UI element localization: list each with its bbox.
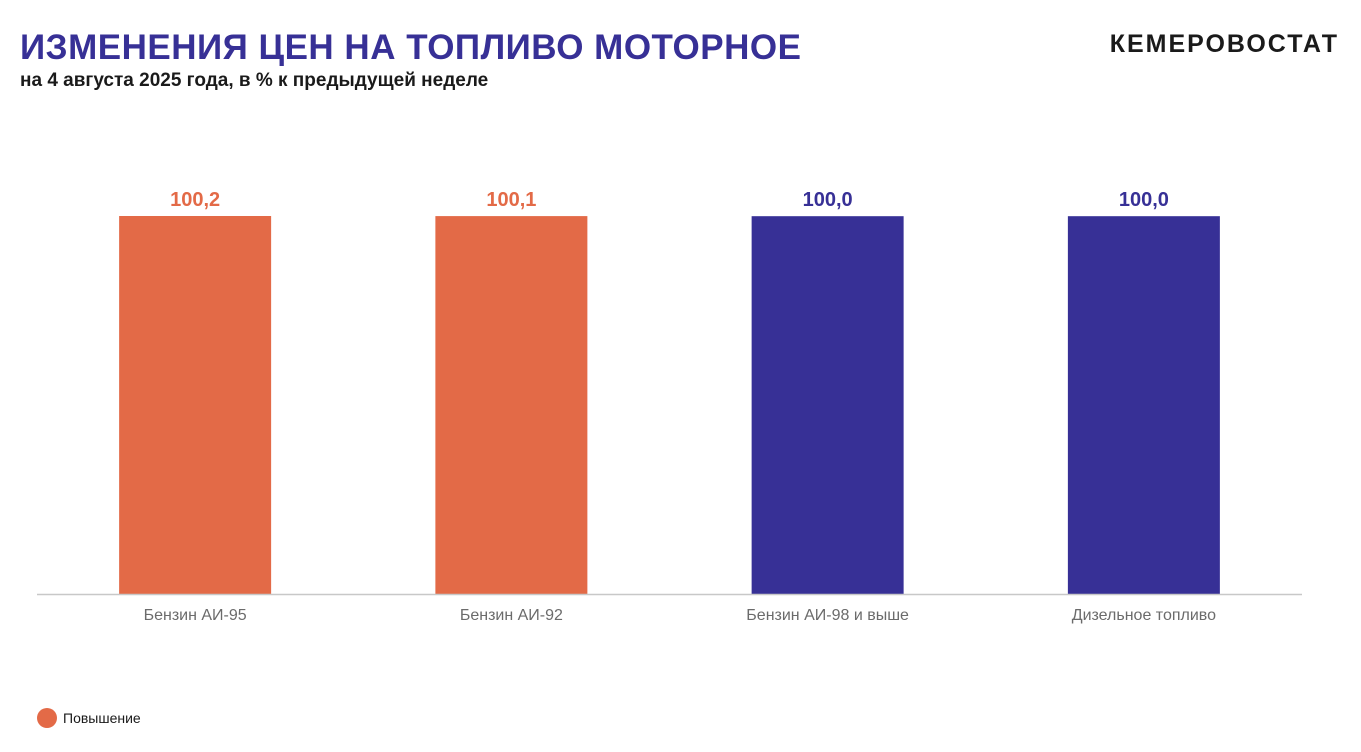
legend-label-increase: Повышение [63,710,141,726]
brand-logo-text: КЕМЕРОВОСТАТ [1109,30,1339,58]
x-tick-label-3: Бензин АИ-98 и выше [746,607,909,624]
data-label-3: 100,0 [803,189,853,211]
bar-3 [751,216,904,594]
bar-1 [119,216,272,594]
legend-swatch-increase [37,708,57,728]
data-label-2: 100,1 [486,189,536,211]
data-label-1: 100,2 [170,189,220,211]
x-tick-label-2: Бензин АИ-92 [460,607,563,624]
chart-legend: Повышение [37,708,141,728]
page-subtitle: на 4 августа 2025 года, в % к предыдущей… [20,70,489,91]
bar-4 [1067,216,1220,594]
data-label-4: 100,0 [1119,189,1169,211]
bar-2 [435,216,588,595]
x-tick-label-1: Бензин АИ-95 [144,607,247,624]
x-tick-label-4: Дизельное топливо [1072,607,1216,624]
page-title: ИЗМЕНЕНИЯ ЦЕН НА ТОПЛИВО МОТОРНОЕ [20,28,802,67]
